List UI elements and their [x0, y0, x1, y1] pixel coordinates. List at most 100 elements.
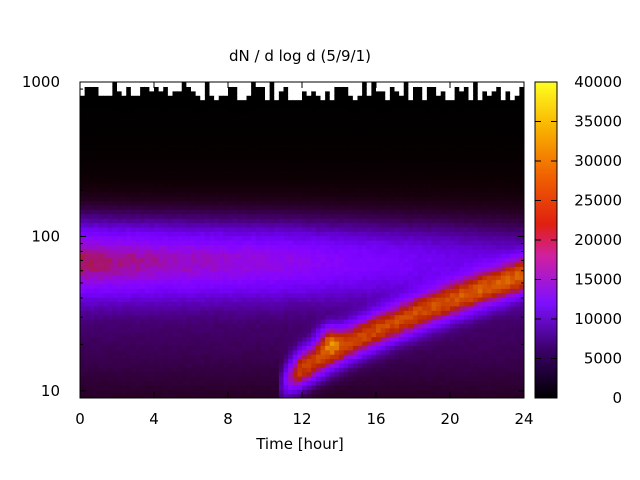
heatmap-cell — [98, 218, 104, 224]
heatmap-cell — [334, 169, 340, 175]
heatmap-cell — [149, 310, 155, 316]
heatmap-cell — [288, 200, 294, 206]
heatmap-cell — [107, 279, 113, 285]
heatmap-cell — [255, 90, 261, 96]
heatmap-cell — [177, 191, 183, 197]
heatmap-cell — [232, 174, 238, 180]
heatmap-cell — [380, 178, 386, 184]
heatmap-cell — [385, 99, 391, 105]
heatmap-cell — [181, 86, 187, 92]
heatmap-cell — [357, 196, 363, 202]
heatmap-cell — [348, 345, 354, 351]
heatmap-cell — [371, 310, 377, 316]
heatmap-cell — [255, 332, 261, 338]
heatmap-cell — [389, 314, 396, 320]
heatmap-cell — [366, 222, 372, 228]
heatmap-cell — [246, 147, 252, 153]
heatmap-cell — [339, 121, 345, 127]
heatmap-cell — [204, 99, 211, 105]
heatmap-cell — [209, 99, 215, 105]
heatmap-cell — [288, 297, 294, 303]
heatmap-cell — [278, 86, 285, 92]
heatmap-cell — [172, 248, 178, 254]
heatmap-cell — [121, 130, 127, 136]
heatmap-cell — [121, 270, 127, 276]
heatmap-cell — [357, 283, 363, 289]
heatmap-cell — [292, 90, 298, 96]
heatmap-cell — [172, 125, 178, 131]
heatmap-cell — [163, 240, 169, 245]
heatmap-cell — [283, 380, 289, 386]
heatmap-cell — [186, 336, 192, 342]
heatmap-cell — [283, 143, 289, 149]
heatmap-cell — [223, 191, 229, 197]
heatmap-cell — [135, 376, 141, 382]
heatmap-cell — [209, 310, 215, 316]
heatmap-cell — [385, 310, 391, 316]
heatmap-cell — [278, 235, 285, 241]
heatmap-cell — [186, 261, 192, 267]
heatmap-cell — [292, 261, 298, 267]
heatmap-cell — [265, 310, 271, 316]
heatmap-cell — [158, 283, 164, 289]
heatmap-cell — [218, 332, 224, 338]
heatmap-cell — [154, 134, 160, 140]
heatmap-cell — [251, 301, 257, 307]
heatmap-cell — [352, 178, 359, 184]
heatmap-cell — [334, 323, 340, 329]
heatmap-cell — [200, 240, 206, 245]
heatmap-cell — [394, 139, 400, 145]
heatmap-cell — [200, 112, 206, 118]
heatmap-cell — [84, 389, 90, 395]
heatmap-cell — [112, 244, 118, 250]
heatmap-cell — [121, 340, 127, 346]
heatmap-cell — [315, 187, 322, 193]
heatmap-cell — [181, 156, 187, 162]
heatmap-cell — [93, 226, 100, 232]
heatmap-cell — [140, 354, 146, 360]
heatmap-cell — [191, 345, 197, 351]
heatmap-cell — [135, 310, 141, 316]
heatmap-cell — [265, 253, 271, 259]
heatmap-cell — [117, 213, 123, 219]
heatmap-cell — [149, 143, 155, 149]
heatmap-cell — [223, 297, 229, 303]
heatmap-cell — [320, 165, 326, 171]
heatmap-cell — [260, 332, 266, 338]
heatmap-cell — [306, 121, 312, 127]
heatmap-cell — [334, 371, 340, 377]
heatmap-cell — [302, 82, 308, 87]
heatmap-cell — [117, 283, 123, 289]
heatmap-cell — [325, 253, 331, 259]
heatmap-cell — [177, 301, 183, 307]
heatmap-cell — [98, 139, 104, 145]
heatmap-cell — [228, 231, 234, 237]
heatmap-cell — [177, 143, 183, 149]
heatmap-cell — [241, 108, 248, 114]
heatmap-cell — [297, 349, 303, 355]
heatmap-cell — [204, 174, 211, 180]
heatmap-cell — [278, 288, 285, 294]
heatmap-cell — [181, 125, 187, 131]
heatmap-cell — [223, 301, 229, 307]
heatmap-cell — [297, 143, 303, 149]
heatmap-cell — [214, 362, 220, 368]
heatmap-cell — [269, 112, 275, 118]
heatmap-cell — [246, 327, 252, 333]
heatmap-cell — [255, 305, 261, 311]
heatmap-cell — [107, 165, 113, 171]
heatmap-cell — [241, 182, 248, 188]
heatmap-cell — [135, 187, 141, 193]
heatmap-cell — [200, 95, 206, 101]
heatmap-cell — [274, 345, 280, 351]
heatmap-cell — [135, 169, 141, 175]
heatmap-cell — [343, 235, 349, 241]
heatmap-cell — [195, 261, 201, 267]
heatmap-cell — [241, 384, 248, 390]
heatmap-cell — [302, 349, 308, 355]
heatmap-cell — [357, 86, 363, 92]
heatmap-cell — [218, 204, 224, 210]
heatmap-cell — [154, 367, 160, 373]
heatmap-cell — [158, 345, 164, 351]
heatmap-cell — [223, 108, 229, 114]
